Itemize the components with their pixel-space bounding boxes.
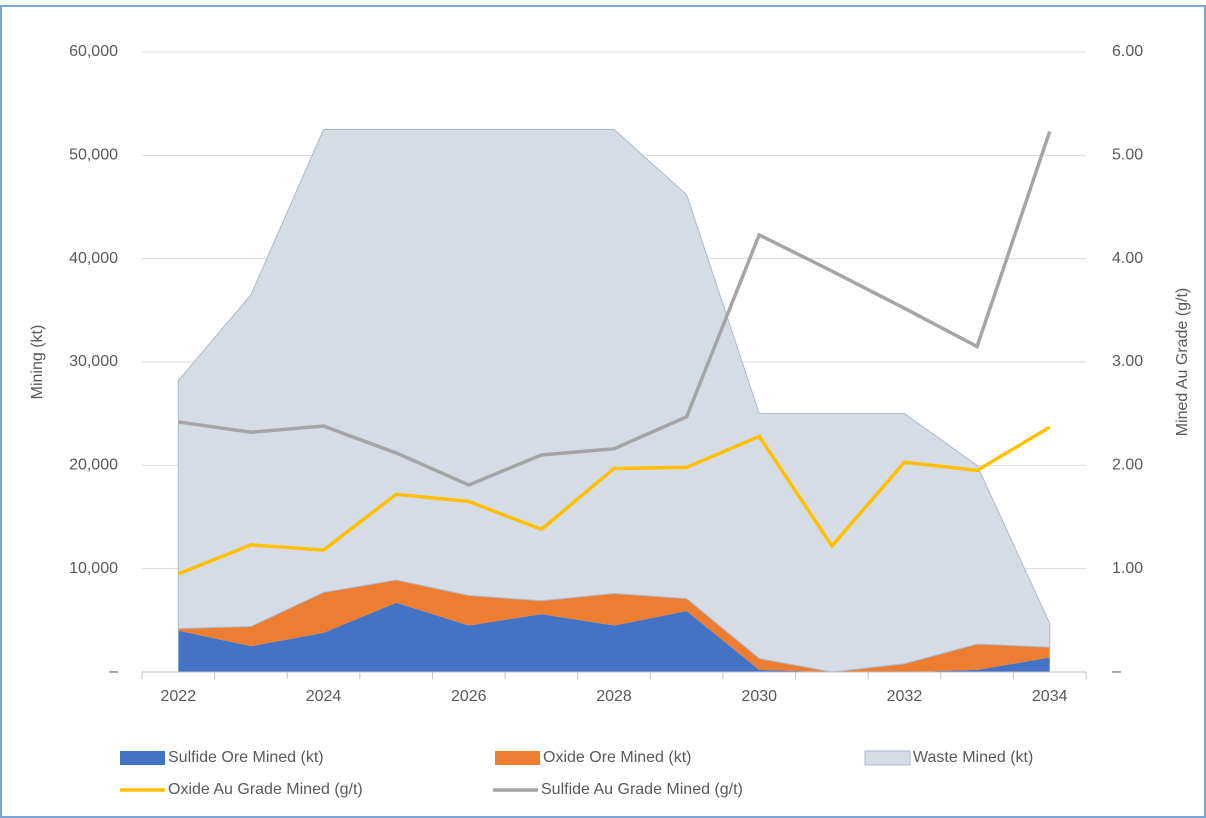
legend-swatch bbox=[495, 751, 540, 765]
x-tick-label: 2034 bbox=[1032, 688, 1068, 705]
y2-tick-label: 5.00 bbox=[1112, 147, 1143, 164]
legend-label: Waste Mined (kt) bbox=[913, 749, 1033, 766]
legend-label: Sulfide Au Grade Mined (g/t) bbox=[541, 781, 743, 798]
legend-label: Oxide Au Grade Mined (g/t) bbox=[168, 781, 363, 798]
y-tick-label: 20,000 bbox=[69, 457, 118, 474]
y2-tick-label: 3.00 bbox=[1112, 353, 1143, 370]
y-tick-label: – bbox=[109, 663, 118, 680]
x-tick-label: 2032 bbox=[887, 688, 923, 705]
line bbox=[178, 131, 1052, 487]
x-tick-label: 2024 bbox=[306, 688, 342, 705]
area bbox=[177, 129, 1051, 673]
area bbox=[178, 602, 1050, 672]
y2-tick-label: 1.00 bbox=[1112, 560, 1143, 577]
line bbox=[177, 425, 1051, 576]
y2-tick-label: 6.00 bbox=[1112, 43, 1143, 60]
legend-swatch bbox=[864, 750, 911, 766]
x-tick-label: 2028 bbox=[596, 688, 632, 705]
y2-axis-title: Mined Au Grade (g/t) bbox=[1174, 288, 1191, 437]
legend-swatch bbox=[120, 751, 165, 765]
x-tick-label: 2026 bbox=[451, 688, 487, 705]
y-tick-label: 10,000 bbox=[69, 560, 118, 577]
y-tick-label: 60,000 bbox=[69, 43, 118, 60]
y-tick-label: 50,000 bbox=[69, 147, 118, 164]
y-tick-label: 30,000 bbox=[69, 353, 118, 370]
y2-tick-label: 4.00 bbox=[1112, 250, 1143, 267]
y2-tick-label: – bbox=[1112, 663, 1121, 680]
y-axis-title: Mining (kt) bbox=[29, 325, 46, 400]
x-tick-label: 2022 bbox=[161, 688, 197, 705]
x-tick-label: 2030 bbox=[741, 688, 777, 705]
area bbox=[178, 580, 1050, 672]
legend-label: Sulfide Ore Mined (kt) bbox=[168, 749, 324, 766]
y2-tick-label: 2.00 bbox=[1112, 457, 1143, 474]
legend-label: Oxide Ore Mined (kt) bbox=[543, 749, 691, 766]
y-tick-label: 40,000 bbox=[69, 250, 118, 267]
